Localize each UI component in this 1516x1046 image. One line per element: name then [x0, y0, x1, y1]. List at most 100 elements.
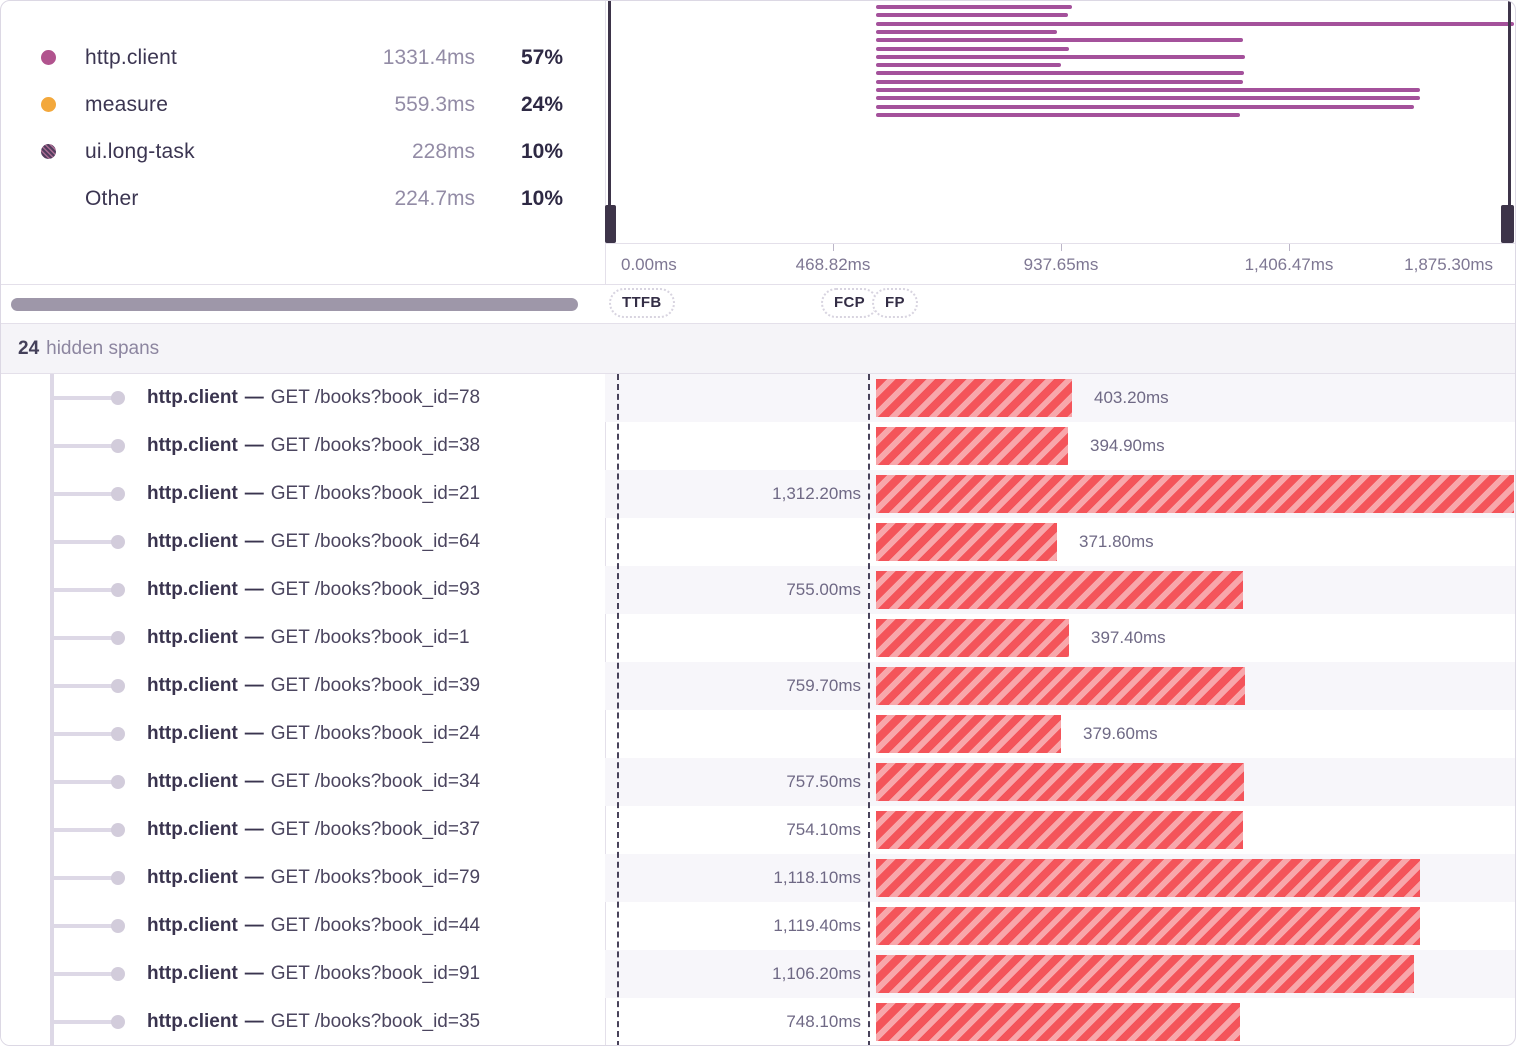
span-duration-bar[interactable] — [876, 379, 1072, 417]
span-label-cell: http.client — GET /books?book_id=78 — [1, 374, 605, 422]
span-duration-bar[interactable] — [876, 523, 1057, 561]
vital-guide-line — [868, 374, 870, 1045]
span-op: http.client — [147, 867, 238, 888]
viewport-right-line — [1508, 1, 1511, 243]
legend-item[interactable]: Other 224.7ms 10% — [1, 175, 605, 222]
tree-connector-line — [50, 828, 114, 832]
tree-node-dot-icon — [111, 439, 125, 453]
span-row[interactable]: http.client — GET /books?book_id=38 394.90… — [1, 422, 1515, 470]
span-waterfall-cell: 759.70ms — [605, 662, 1515, 710]
tree-node-dot-icon — [111, 679, 125, 693]
span-duration-bar[interactable] — [876, 763, 1244, 801]
span-row[interactable]: http.client — GET /books?book_id=24 379.60… — [1, 710, 1515, 758]
vital-badge-fp: FP — [872, 288, 918, 318]
legend-op-label: http.client — [85, 45, 178, 69]
tree-node-dot-icon — [111, 871, 125, 885]
span-duration-label: 1,118.10ms — [773, 868, 861, 887]
legend-item[interactable]: measure 559.3ms 24% — [1, 81, 605, 128]
span-duration-bar[interactable] — [876, 859, 1420, 897]
span-duration-label: 748.10ms — [786, 1012, 861, 1031]
span-duration-bar[interactable] — [876, 427, 1068, 465]
span-row[interactable]: http.client — GET /books?book_id=37 754.10… — [1, 806, 1515, 854]
span-description: GET /books?book_id=93 — [270, 579, 481, 600]
viewport-right-handle[interactable] — [1501, 205, 1514, 243]
legend-item[interactable]: http.client 1331.4ms 57% — [1, 34, 605, 81]
minimap-span-bar — [876, 38, 1243, 42]
span-duration-bar[interactable] — [876, 571, 1243, 609]
span-duration-bar[interactable] — [876, 619, 1069, 657]
minimap-span-bar — [876, 88, 1420, 92]
span-separator: — — [244, 531, 264, 552]
span-label-cell: http.client — GET /books?book_id=64 — [1, 518, 605, 566]
span-row[interactable]: http.client — GET /books?book_id=1 397.40m… — [1, 614, 1515, 662]
span-separator: — — [244, 915, 264, 936]
span-op: http.client — [147, 771, 238, 792]
legend-op-label: measure — [85, 92, 169, 116]
span-label-cell: http.client — GET /books?book_id=44 — [1, 902, 605, 950]
tree-node-dot-icon — [111, 775, 125, 789]
span-row[interactable]: http.client — GET /books?book_id=79 1,118.… — [1, 854, 1515, 902]
viewport-left-handle[interactable] — [605, 205, 616, 243]
span-label-cell: http.client — GET /books?book_id=21 — [1, 470, 605, 518]
span-name: http.client — GET /books?book_id=91 — [147, 950, 597, 998]
minimap-span-bar — [876, 105, 1414, 109]
trace-minimap[interactable] — [605, 1, 1515, 243]
span-op: http.client — [147, 915, 238, 936]
span-description: GET /books?book_id=91 — [270, 963, 481, 984]
span-label-cell: http.client — GET /books?book_id=35 — [1, 998, 605, 1045]
span-duration-bar[interactable] — [876, 475, 1514, 513]
span-op: http.client — [147, 435, 238, 456]
span-separator: — — [244, 627, 264, 648]
span-duration-bar[interactable] — [876, 667, 1245, 705]
span-row[interactable]: http.client — GET /books?book_id=44 1,119.… — [1, 902, 1515, 950]
hidden-spans-row[interactable]: 24 hidden spans — [1, 323, 1515, 374]
span-row[interactable]: http.client — GET /books?book_id=39 759.70… — [1, 662, 1515, 710]
span-description: GET /books?book_id=21 — [270, 483, 481, 504]
span-row[interactable]: http.client — GET /books?book_id=64 371.80… — [1, 518, 1515, 566]
span-duration-bar[interactable] — [876, 811, 1243, 849]
span-duration-label: 394.90ms — [1090, 436, 1165, 455]
span-row[interactable]: http.client — GET /books?book_id=21 1,312.… — [1, 470, 1515, 518]
axis-tick-label: 468.82ms — [795, 255, 871, 274]
tree-connector-line — [50, 396, 114, 400]
span-row[interactable]: http.client — GET /books?book_id=35 748.10… — [1, 998, 1515, 1045]
minimap-span-bar — [876, 96, 1420, 100]
span-waterfall-cell: 755.00ms — [605, 566, 1515, 614]
span-duration-bar[interactable] — [876, 1003, 1240, 1041]
span-separator: — — [244, 1011, 264, 1032]
horizontal-scrollbar[interactable] — [11, 298, 578, 311]
span-duration-bar[interactable] — [876, 955, 1414, 993]
tree-node-dot-icon — [111, 487, 125, 501]
tree-connector-line — [50, 684, 114, 688]
minimap-span-bar — [876, 22, 1514, 26]
tree-node-dot-icon — [111, 583, 125, 597]
span-waterfall-cell: 1,118.10ms — [605, 854, 1515, 902]
span-row[interactable]: http.client — GET /books?book_id=93 755.00… — [1, 566, 1515, 614]
span-duration-label: 759.70ms — [786, 676, 861, 695]
span-duration-bar[interactable] — [876, 715, 1061, 753]
span-row[interactable]: http.client — GET /books?book_id=34 757.50… — [1, 758, 1515, 806]
span-op: http.client — [147, 1011, 238, 1032]
span-duration-bar[interactable] — [876, 907, 1420, 945]
span-waterfall-cell: 397.40ms — [605, 614, 1515, 662]
legend-item[interactable]: ui.long-task 228ms 10% — [1, 128, 605, 175]
span-duration-label: 403.20ms — [1094, 388, 1169, 407]
legend-op-label: Other — [85, 186, 139, 210]
span-label-cell: http.client — GET /books?book_id=1 — [1, 614, 605, 662]
vital-badge-fcp: FCP — [821, 288, 878, 318]
legend-color-dot-icon — [41, 50, 56, 65]
tree-connector-line — [50, 972, 114, 976]
span-op: http.client — [147, 579, 238, 600]
tree-connector-line — [50, 588, 114, 592]
span-row[interactable]: http.client — GET /books?book_id=78 403.20… — [1, 374, 1515, 422]
span-op: http.client — [147, 627, 238, 648]
span-label-cell: http.client — GET /books?book_id=79 — [1, 854, 605, 902]
span-name: http.client — GET /books?book_id=39 — [147, 662, 597, 710]
span-name: http.client — GET /books?book_id=34 — [147, 758, 597, 806]
span-row[interactable]: http.client — GET /books?book_id=91 1,106.… — [1, 950, 1515, 998]
minimap-span-bar — [876, 13, 1068, 17]
span-description: GET /books?book_id=39 — [270, 675, 481, 696]
span-waterfall-cell: 1,312.20ms — [605, 470, 1515, 518]
tree-node-dot-icon — [111, 919, 125, 933]
span-description: GET /books?book_id=79 — [270, 867, 481, 888]
